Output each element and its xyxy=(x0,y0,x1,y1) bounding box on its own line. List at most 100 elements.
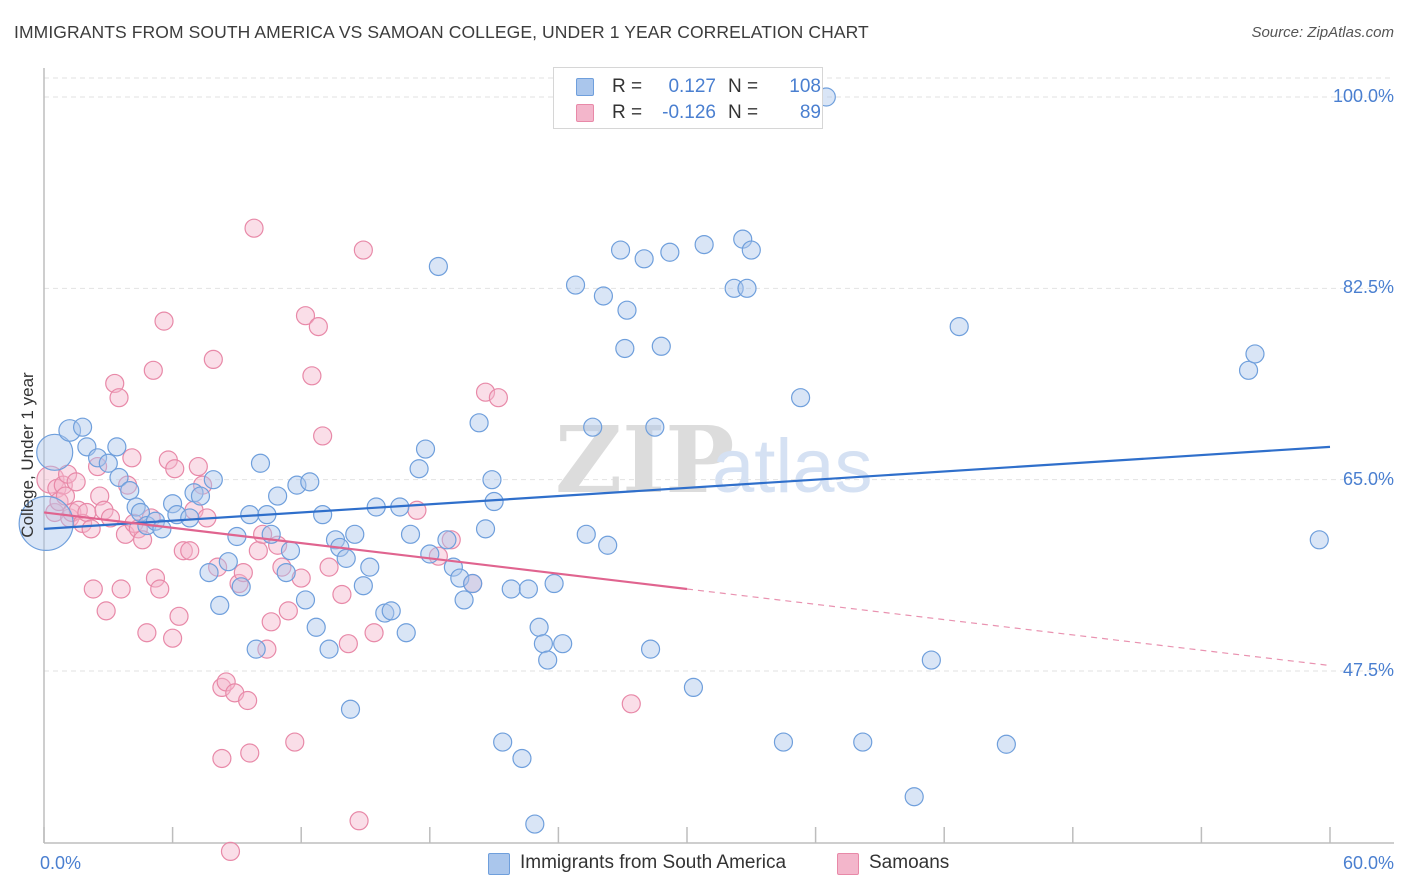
samoans-point xyxy=(220,841,241,862)
south-america-point xyxy=(593,286,614,306)
watermark: ZIP atlas xyxy=(555,406,873,514)
south-america-point xyxy=(660,242,680,262)
south-america-point xyxy=(694,235,714,255)
x-tick-max: 60.0% xyxy=(1342,853,1394,873)
south-america-point xyxy=(180,508,200,528)
legend-n-label: N = xyxy=(728,102,759,123)
samoans-point xyxy=(150,579,170,599)
legend-r-value: 0.127 xyxy=(668,76,716,97)
south-america-point xyxy=(107,437,127,457)
y-tick-label: 47.5% xyxy=(1342,660,1394,680)
south-america-point xyxy=(428,256,448,277)
series-swatch-blue xyxy=(488,853,510,875)
legend-r-label: R = xyxy=(612,102,643,123)
samoans-point xyxy=(154,311,174,331)
south-america-point xyxy=(18,495,74,552)
south-america-point xyxy=(576,524,596,544)
south-america-point xyxy=(553,634,573,654)
south-america-point xyxy=(645,417,665,437)
samoans-point xyxy=(212,748,232,769)
samoans-point xyxy=(111,579,131,599)
samoans-point xyxy=(308,317,328,337)
samoans-point xyxy=(248,541,268,561)
south-america-point xyxy=(773,732,794,752)
south-america-point xyxy=(199,562,219,583)
south-america-point xyxy=(512,748,532,769)
samoans-point xyxy=(132,530,153,550)
south-america-point xyxy=(482,470,502,490)
south-america-point xyxy=(1309,530,1329,550)
series-swatch-pink xyxy=(837,853,859,875)
south-america-point xyxy=(921,650,941,670)
samoans-point xyxy=(285,732,305,752)
source-credit: Source: ZipAtlas.com xyxy=(1251,24,1394,41)
samoans-trend-line-extension xyxy=(686,588,1331,667)
samoans-point xyxy=(349,811,369,831)
samoans-point xyxy=(229,573,249,594)
samoans-trend-line xyxy=(43,511,688,591)
samoans-point xyxy=(109,388,129,408)
samoans-point xyxy=(81,519,101,539)
samoans-point xyxy=(66,472,86,492)
samoans-point xyxy=(257,639,277,659)
south-america-point xyxy=(475,519,496,539)
south-america-point xyxy=(790,388,811,408)
south-america-point xyxy=(319,639,339,659)
south-america-trend-line xyxy=(43,445,1331,530)
south-america-point xyxy=(615,338,635,359)
south-america-point xyxy=(420,544,440,564)
samoans-point xyxy=(364,623,384,643)
series-name: Samoans xyxy=(869,852,950,873)
south-america-point xyxy=(463,573,483,594)
samoans-point xyxy=(90,486,110,506)
series-name: Immigrants from South America xyxy=(520,852,787,873)
south-america-point xyxy=(210,595,230,616)
south-america-point xyxy=(634,249,654,269)
south-america-point xyxy=(250,453,271,473)
legend-r-value: -0.126 xyxy=(662,102,716,123)
south-america-point xyxy=(203,470,223,490)
south-america-point xyxy=(313,505,333,525)
south-america-point xyxy=(583,417,603,437)
south-america-point xyxy=(72,417,93,437)
south-america-point xyxy=(218,552,238,572)
south-america-point xyxy=(565,275,586,295)
samoans-point xyxy=(233,562,253,583)
south-america-point xyxy=(98,453,118,473)
south-america-point xyxy=(340,699,361,719)
south-america-point xyxy=(949,317,969,337)
south-america-point xyxy=(345,524,365,544)
y-tick-label: 100.0% xyxy=(1332,86,1394,106)
south-america-point xyxy=(454,590,474,610)
south-america-point xyxy=(109,467,129,488)
south-america-point xyxy=(640,639,661,659)
samoans-point xyxy=(621,694,641,714)
samoans-point xyxy=(180,541,200,561)
samoans-point xyxy=(332,584,352,605)
samoans-point xyxy=(302,366,322,386)
samoans-point xyxy=(137,623,157,643)
samoans-point xyxy=(238,690,258,711)
samoans-point xyxy=(278,601,298,621)
samoans-point xyxy=(100,508,121,528)
south-america-point xyxy=(190,486,211,506)
watermark-atlas: atlas xyxy=(712,424,873,509)
samoans-point xyxy=(105,373,125,394)
south-america-point xyxy=(493,732,513,752)
legend-n-label: N = xyxy=(728,76,759,97)
samoans-point xyxy=(169,606,189,626)
legend-r-label: R = xyxy=(612,76,643,97)
south-america-point xyxy=(518,579,538,599)
south-america-point xyxy=(529,617,549,637)
south-america-point xyxy=(246,639,266,659)
south-america-point xyxy=(353,576,373,596)
south-america-point xyxy=(683,677,704,698)
legend-n-value: 89 xyxy=(799,102,821,123)
south-america-point xyxy=(853,732,873,752)
legend-swatch-pink xyxy=(576,104,594,122)
south-america-point xyxy=(36,433,74,471)
south-america-point xyxy=(163,494,183,514)
south-america-point xyxy=(152,519,172,539)
watermark-zip: ZIP xyxy=(555,406,734,514)
